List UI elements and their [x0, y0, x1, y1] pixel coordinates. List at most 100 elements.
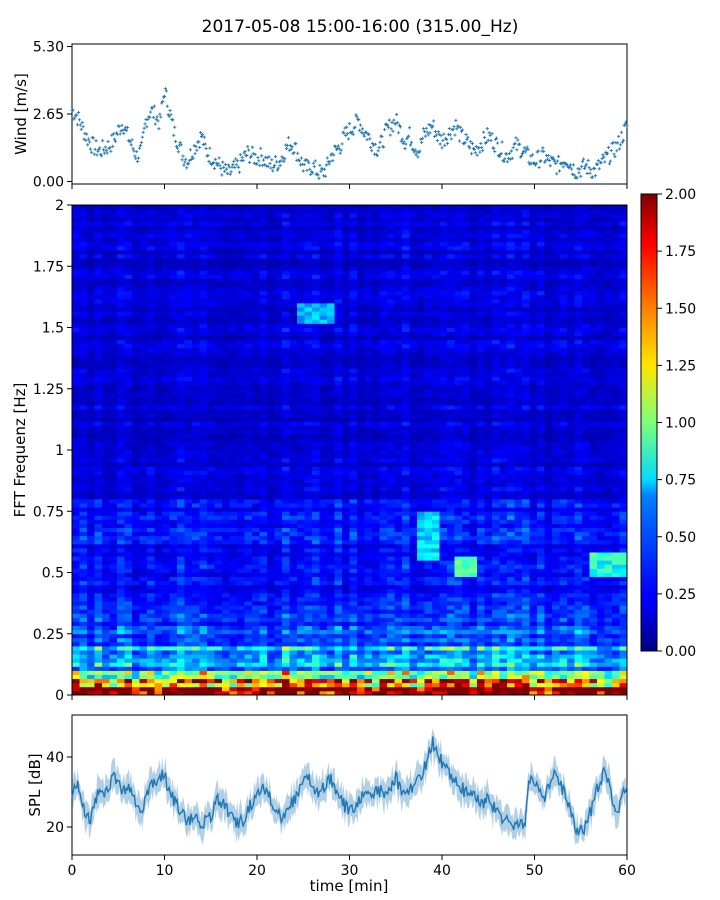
spectrogram-cell [289, 682, 298, 688]
spectrogram-cell [544, 597, 553, 602]
spectrogram-cell [364, 625, 373, 631]
spectrogram-cell [237, 674, 245, 680]
spectrogram-cell [439, 482, 448, 488]
spectrogram-cell [604, 499, 613, 504]
spectrogram-cell [409, 503, 418, 508]
spectrogram-cell [589, 650, 598, 655]
spectrogram-cell [387, 494, 395, 500]
spectrogram-cell [102, 621, 110, 626]
spectrogram-cell [439, 666, 448, 671]
spectrogram-cell [469, 527, 478, 533]
wind-data-point [298, 163, 303, 167]
wind-data-point [247, 148, 251, 152]
spectrogram-cell [387, 650, 395, 655]
spectrogram-cell [342, 486, 350, 492]
spectrogram-cell [522, 507, 530, 512]
spectrogram-cell [297, 507, 305, 512]
spectrogram-cell [462, 535, 470, 541]
spectrogram-cell [544, 584, 553, 590]
spectrogram-cell [334, 654, 343, 659]
spectrogram-cell [387, 613, 395, 618]
spectrogram-cell [402, 511, 410, 516]
spectrogram-cell [552, 499, 560, 504]
spectrogram-cell [94, 641, 103, 647]
spectrogram-cell [342, 527, 350, 533]
spectrogram-cell [612, 507, 620, 512]
spectrogram-cell [124, 470, 133, 475]
spectrogram-cell [469, 617, 478, 622]
spectrogram-cell [139, 670, 148, 675]
spectrogram-cell [514, 629, 523, 635]
spectrogram-cell [357, 678, 365, 684]
spectrogram-cell [544, 686, 553, 692]
spectrogram-cell [529, 625, 538, 631]
spectrogram-cell [222, 662, 230, 667]
spectrogram-cell [349, 613, 358, 618]
spectrogram-cell [612, 641, 620, 647]
wind-data-point [557, 169, 562, 173]
spectrogram-cell [597, 458, 605, 463]
spectrogram-cell [417, 458, 425, 463]
spectrogram-cell [462, 690, 470, 696]
spectrogram-cell [364, 507, 373, 512]
spectrogram-cell [514, 568, 523, 573]
spectrogram-cell [574, 543, 583, 549]
spectrogram-cell [507, 543, 515, 549]
spectrogram-cell [597, 515, 605, 520]
spectrogram-cell [612, 609, 620, 614]
spectrogram-cell [469, 474, 478, 479]
spectrogram-cell [124, 499, 133, 504]
spectrogram-cell [312, 462, 320, 467]
spectrogram-cell [207, 666, 215, 671]
spectrogram-cell [274, 580, 283, 586]
spectrogram-cell [522, 658, 530, 663]
spectrogram-cell [327, 478, 335, 484]
spectrogram-cell [417, 597, 425, 602]
spectrogram-cell [94, 556, 103, 561]
wind-data-point [167, 114, 171, 118]
spectrogram-cell [394, 670, 403, 675]
spectrogram-cell [132, 539, 140, 545]
spectrogram-cell [387, 658, 395, 663]
spectrogram-cell [274, 572, 283, 577]
spectrogram-cell [529, 674, 538, 680]
spectrogram-cell [469, 690, 478, 696]
spectrogram-cell [207, 686, 215, 692]
spectrogram-cell [289, 637, 298, 643]
spectrogram-cell [589, 641, 598, 647]
spectrogram-cell [214, 588, 223, 594]
spectrogram-cell [282, 658, 290, 663]
spectrogram-cell [529, 686, 538, 692]
spectrogram-cell [267, 637, 275, 643]
spectrogram-cell [207, 609, 215, 614]
spectrogram-cell [184, 494, 193, 500]
spectrogram-cell [79, 519, 88, 524]
spectrogram-cell [454, 470, 463, 475]
spectrogram-cell [87, 568, 95, 573]
spectrogram-cell [379, 482, 388, 488]
spectrogram-cell [597, 531, 605, 537]
spectrogram-cell [484, 507, 493, 512]
spectrogram-cell [544, 527, 553, 533]
spectrogram-cell [169, 458, 178, 463]
spectrogram-cell [214, 678, 223, 684]
spectrogram-cell [267, 556, 275, 561]
spectrogram-cell [567, 494, 575, 500]
spectrogram-cell [492, 494, 500, 500]
spectrogram-cell [432, 511, 440, 516]
spectrogram-cell [72, 548, 80, 553]
spectrogram-cell [184, 666, 193, 671]
spectrogram-cell [207, 597, 215, 602]
spectrogram-cell [379, 543, 388, 549]
spectrogram-cell [364, 535, 373, 541]
spectrogram-cell [409, 592, 418, 598]
spectrogram-cell [417, 482, 425, 488]
spectrogram-cell [402, 650, 410, 655]
spectrogram-cell [574, 605, 583, 610]
wind-data-point [437, 132, 441, 136]
spectrogram-cell [342, 482, 350, 488]
spectrogram-cell [72, 503, 80, 508]
spectrogram-cell [514, 572, 523, 577]
spectrogram-cell [154, 690, 163, 696]
spectrogram-cell [192, 548, 200, 553]
